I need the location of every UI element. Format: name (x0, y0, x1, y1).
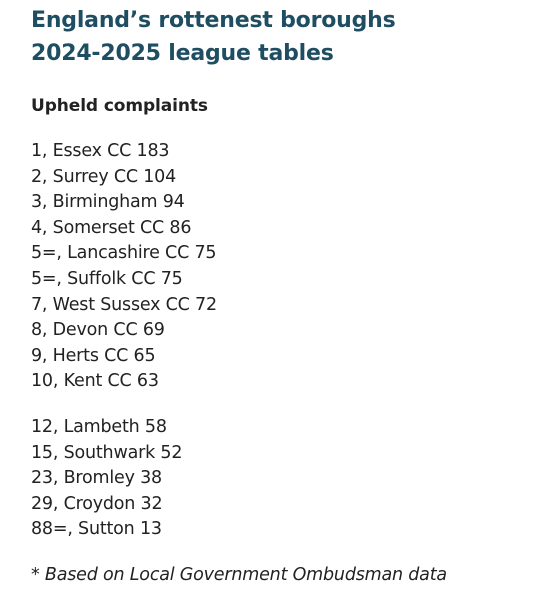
list-item: 4, Somerset CC 86 (31, 217, 192, 238)
list-item: 2, Surrey CC 104 (31, 166, 177, 187)
title-line-2: 2024-2025 league tables (31, 41, 334, 66)
list-item: 7, West Sussex CC 72 (31, 294, 217, 315)
list-item: 5=, Lancashire CC 75 (31, 243, 217, 264)
list-item: 10, Kent CC 63 (31, 371, 159, 392)
list-item: 1, Essex CC 183 (31, 141, 170, 161)
top-ten-list: 1, Essex CC 183 2, Surrey CC 104 3, Birm… (31, 139, 536, 395)
section-heading: Upheld complaints (31, 96, 208, 116)
list-item: 15, Southwark 52 (31, 442, 183, 463)
list-item: 12, Lambeth 58 (31, 416, 167, 437)
list-item: 88=, Sutton 13 (31, 519, 162, 540)
title-line-1: England’s rottenest boroughs (31, 8, 396, 33)
list-item: 23, Bromley 38 (31, 468, 162, 489)
list-item: 3, Birmingham 94 (31, 192, 185, 213)
footnote: * Based on Local Government Ombudsman da… (31, 564, 447, 585)
list-item: 29, Croydon 32 (31, 493, 163, 514)
page-title: England’s rottenest boroughs 2024-2025 l… (31, 4, 536, 70)
london-boroughs-list: 12, Lambeth 58 15, Southwark 52 23, Brom… (31, 415, 536, 543)
list-item: 5=, Suffolk CC 75 (31, 268, 183, 289)
list-item: 8, Devon CC 69 (31, 320, 165, 341)
list-item: 9, Herts CC 65 (31, 345, 156, 366)
